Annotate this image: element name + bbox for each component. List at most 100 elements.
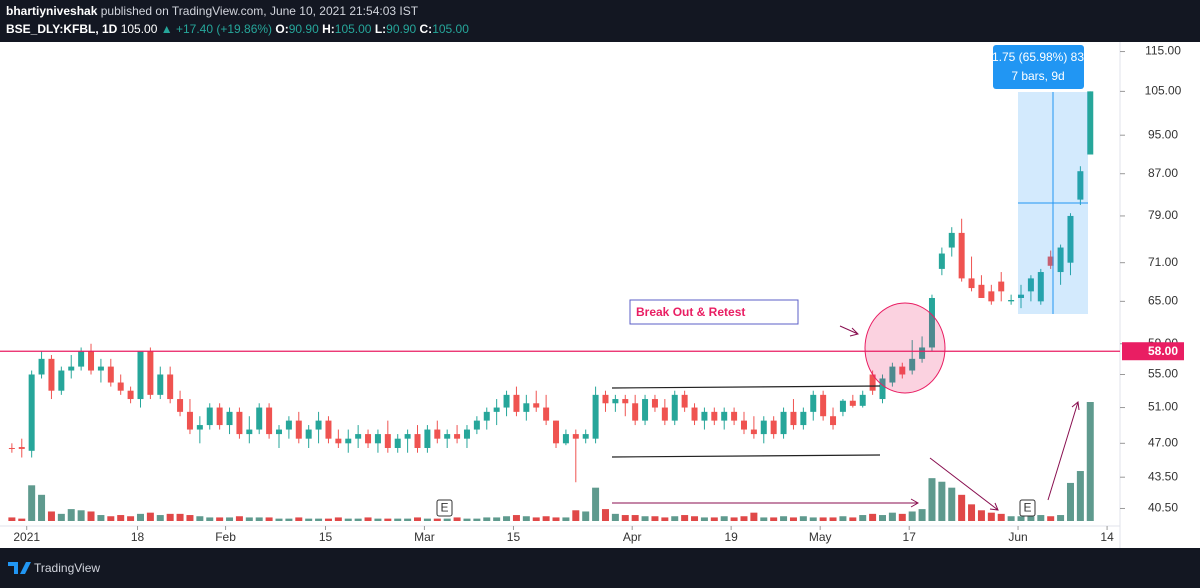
candle-body — [1057, 247, 1064, 273]
candle-body — [414, 434, 421, 448]
l-value: 90.90 — [386, 22, 416, 36]
l-label: L: — [375, 22, 386, 36]
y-tick-label: 40.50 — [1148, 501, 1178, 515]
candle-body — [711, 411, 718, 421]
volume-bar — [374, 518, 382, 521]
volume-bar — [1076, 471, 1084, 521]
candle-body — [572, 434, 579, 439]
candle-body — [1037, 272, 1044, 302]
volume-bar — [483, 517, 491, 521]
candle-body — [998, 281, 1005, 292]
volume-bar — [849, 517, 857, 521]
candle-body — [523, 403, 530, 412]
volume-bar — [879, 515, 887, 521]
measure-box — [993, 45, 1084, 89]
candle-body — [127, 390, 134, 400]
y-tick-label: 87.00 — [1148, 166, 1178, 180]
candle-body — [1087, 91, 1094, 155]
c-label: C: — [420, 22, 433, 36]
candle-body — [553, 420, 560, 444]
horizontal-line-tag — [1122, 342, 1184, 361]
range-top — [611, 385, 881, 389]
volume-bar — [562, 517, 570, 521]
candle-body — [909, 358, 916, 371]
candle-body — [513, 394, 520, 412]
volume-bar — [8, 517, 16, 521]
arrow — [612, 498, 920, 508]
volume-bar — [107, 516, 115, 521]
candle-body — [810, 394, 817, 412]
candle-body — [651, 399, 658, 408]
volume-bar — [928, 478, 936, 521]
candle-body — [424, 429, 431, 448]
volume-bar — [67, 509, 75, 521]
volume-bar — [552, 517, 560, 521]
candle-body — [355, 434, 362, 439]
measure-text: 7 bars, 9d — [1011, 69, 1064, 83]
candle-body — [493, 407, 500, 412]
candle-body — [839, 400, 846, 412]
candle-body — [275, 429, 282, 435]
candle-body — [1067, 215, 1074, 263]
candle-body — [671, 394, 678, 421]
published: published on TradingView.com, June 10, 2… — [101, 4, 419, 18]
volume-bar — [1047, 516, 1055, 521]
candle-body — [196, 425, 203, 430]
candle-body — [770, 420, 777, 435]
candle-body — [820, 394, 827, 417]
candle-body — [246, 429, 253, 435]
volume-bar — [760, 517, 768, 521]
overlay: 58.00 — [0, 342, 1184, 361]
volume-bar — [216, 517, 224, 521]
volume-bar — [710, 517, 718, 521]
y-tick-label: 43.50 — [1148, 469, 1178, 483]
candle-body — [473, 420, 480, 430]
volume-bar — [97, 515, 105, 521]
candle-body — [899, 366, 906, 375]
volume-bar — [859, 515, 867, 521]
volume-bar — [235, 516, 243, 521]
candle-body — [384, 434, 391, 448]
volume-bar — [532, 517, 540, 521]
volume-bar — [987, 512, 995, 521]
volume-bar — [453, 517, 461, 521]
volume-bar — [968, 504, 976, 521]
candle-body — [394, 438, 401, 448]
volume-bar — [186, 515, 194, 521]
measure-text: 41.75 (65.98%) 835 — [985, 50, 1091, 64]
volume-bar — [324, 518, 332, 521]
candle-body — [503, 394, 510, 408]
last: 105.00 — [121, 22, 158, 36]
change: ▲ +17.40 (+19.86%) — [161, 22, 272, 36]
candle-body — [859, 394, 866, 406]
candle-body — [365, 434, 372, 444]
volume-bar — [423, 518, 431, 521]
volume-bar — [315, 518, 323, 521]
candle-body — [968, 278, 975, 289]
candle-body — [335, 438, 342, 444]
volume-bar — [958, 494, 966, 521]
x-tick-label: 17 — [903, 530, 917, 544]
candle-body — [256, 407, 263, 430]
volume-bar — [28, 485, 36, 521]
volume-bar — [38, 494, 46, 521]
candle-body — [107, 366, 114, 383]
x-tick-label: May — [809, 530, 832, 544]
volume-bar — [522, 516, 530, 521]
volume-bar — [829, 517, 837, 521]
x-tick-label: Mar — [414, 530, 435, 544]
c-value: 105.00 — [432, 22, 469, 36]
volume-bar — [384, 518, 392, 521]
volume-bar — [295, 517, 303, 521]
volume-bar — [117, 515, 125, 521]
volume-bar — [888, 512, 896, 521]
candle-body — [177, 399, 184, 412]
volume-bar — [255, 517, 263, 521]
volume-bar — [404, 518, 412, 521]
volume-bar — [394, 518, 402, 521]
volume-bar — [1017, 516, 1025, 521]
volume-bar — [621, 515, 629, 521]
candle-body — [622, 399, 629, 404]
candle-body — [790, 411, 797, 426]
horizontal-line-label: 58.00 — [1148, 344, 1178, 358]
